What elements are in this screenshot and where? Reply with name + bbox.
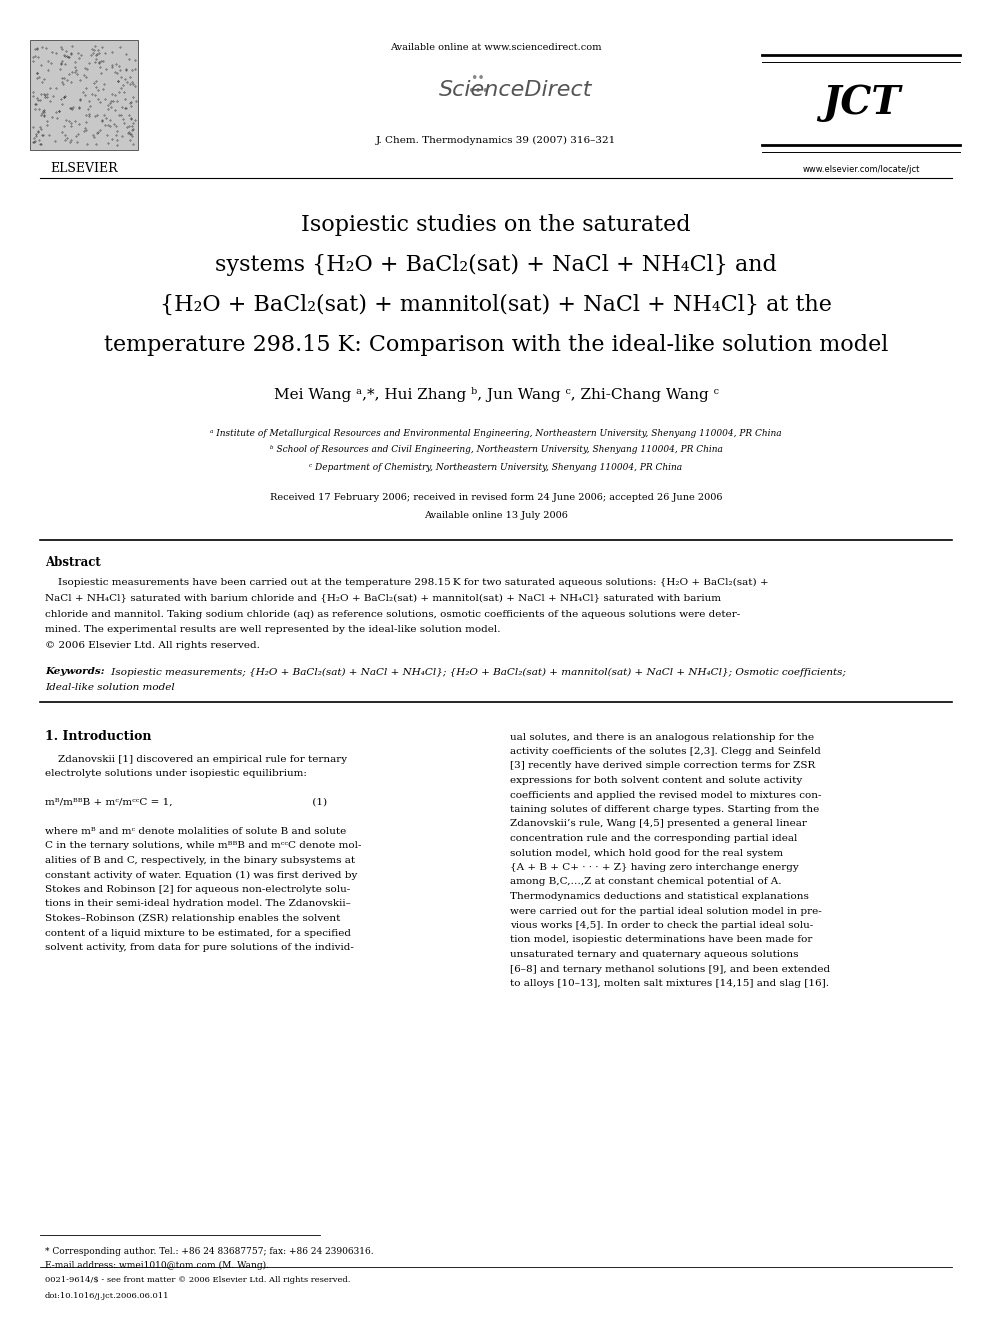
- Text: doi:10.1016/j.jct.2006.06.011: doi:10.1016/j.jct.2006.06.011: [45, 1293, 170, 1301]
- Text: Mei Wang ᵃ,*, Hui Zhang ᵇ, Jun Wang ᶜ, Zhi-Chang Wang ᶜ: Mei Wang ᵃ,*, Hui Zhang ᵇ, Jun Wang ᶜ, Z…: [274, 388, 718, 402]
- Text: www.elsevier.com/locate/jct: www.elsevier.com/locate/jct: [803, 165, 920, 175]
- Text: NaCl + NH₄Cl} saturated with barium chloride and {H₂O + BaCl₂(sat) + mannitol(sa: NaCl + NH₄Cl} saturated with barium chlo…: [45, 594, 721, 602]
- Text: Stokes and Robinson [2] for aqueous non-electrolyte solu-: Stokes and Robinson [2] for aqueous non-…: [45, 885, 350, 894]
- Text: solvent activity, from data for pure solutions of the individ-: solvent activity, from data for pure sol…: [45, 943, 354, 953]
- Text: concentration rule and the corresponding partial ideal: concentration rule and the corresponding…: [510, 833, 798, 843]
- Text: Abstract: Abstract: [45, 556, 101, 569]
- Text: tion model, isopiestic determinations have been made for: tion model, isopiestic determinations ha…: [510, 935, 812, 945]
- Text: C in the ternary solutions, while mᴮᴮB and mᶜᶜC denote mol-: C in the ternary solutions, while mᴮᴮB a…: [45, 841, 361, 851]
- Text: ual solutes, and there is an analogous relationship for the: ual solutes, and there is an analogous r…: [510, 733, 814, 741]
- Text: chloride and mannitol. Taking sodium chloride (aq) as reference solutions, osmot: chloride and mannitol. Taking sodium chl…: [45, 610, 740, 619]
- Text: Zdanovskii [1] discovered an empirical rule for ternary: Zdanovskii [1] discovered an empirical r…: [45, 754, 347, 763]
- Text: constant activity of water. Equation (1) was first derived by: constant activity of water. Equation (1)…: [45, 871, 357, 880]
- Text: ᵇ School of Resources and Civil Engineering, Northeastern University, Shenyang 1: ᵇ School of Resources and Civil Engineer…: [270, 446, 722, 455]
- Text: Received 17 February 2006; received in revised form 24 June 2006; accepted 26 Ju: Received 17 February 2006; received in r…: [270, 493, 722, 503]
- Text: mᴮ/mᴮᴮB + mᶜ/mᶜᶜC = 1,                                           (1): mᴮ/mᴮᴮB + mᶜ/mᶜᶜC = 1, (1): [45, 798, 327, 807]
- Text: Available online 13 July 2006: Available online 13 July 2006: [424, 512, 568, 520]
- Text: taining solutes of different charge types. Starting from the: taining solutes of different charge type…: [510, 804, 819, 814]
- Text: ELSEVIER: ELSEVIER: [51, 161, 118, 175]
- Text: Zdanovskii’s rule, Wang [4,5] presented a general linear: Zdanovskii’s rule, Wang [4,5] presented …: [510, 819, 806, 828]
- Text: were carried out for the partial ideal solution model in pre-: were carried out for the partial ideal s…: [510, 906, 821, 916]
- Text: Keywords:: Keywords:: [45, 668, 104, 676]
- Text: © 2006 Elsevier Ltd. All rights reserved.: © 2006 Elsevier Ltd. All rights reserved…: [45, 642, 260, 651]
- Text: 0021-9614/$ - see front matter © 2006 Elsevier Ltd. All rights reserved.: 0021-9614/$ - see front matter © 2006 El…: [45, 1275, 350, 1285]
- Text: ᵃ Institute of Metallurgical Resources and Environmental Engineering, Northeaste: ᵃ Institute of Metallurgical Resources a…: [210, 429, 782, 438]
- Text: * Corresponding author. Tel.: +86 24 83687757; fax: +86 24 23906316.: * Corresponding author. Tel.: +86 24 836…: [45, 1246, 374, 1256]
- Text: vious works [4,5]. In order to check the partial ideal solu-: vious works [4,5]. In order to check the…: [510, 921, 813, 930]
- Text: electrolyte solutions under isopiestic equilibrium:: electrolyte solutions under isopiestic e…: [45, 769, 307, 778]
- Text: to alloys [10–13], molten salt mixtures [14,15] and slag [16].: to alloys [10–13], molten salt mixtures …: [510, 979, 829, 988]
- Text: tions in their semi-ideal hydration model. The Zdanovskii–: tions in their semi-ideal hydration mode…: [45, 900, 351, 909]
- Text: Available online at www.sciencedirect.com: Available online at www.sciencedirect.co…: [390, 42, 602, 52]
- Text: J. Chem. Thermodynamics 39 (2007) 316–321: J. Chem. Thermodynamics 39 (2007) 316–32…: [376, 135, 616, 144]
- Text: Isopiestic measurements have been carried out at the temperature 298.15 K for tw: Isopiestic measurements have been carrie…: [45, 577, 769, 586]
- Text: content of a liquid mixture to be estimated, for a specified: content of a liquid mixture to be estima…: [45, 929, 351, 938]
- Text: Ideal-like solution model: Ideal-like solution model: [45, 684, 175, 692]
- Bar: [30, 40, 138, 149]
- Text: unsaturated ternary and quaternary aqueous solutions: unsaturated ternary and quaternary aqueo…: [510, 950, 799, 959]
- Text: among B,C,…,Z at constant chemical potential of A.: among B,C,…,Z at constant chemical poten…: [510, 877, 782, 886]
- Text: Isopiestic studies on the saturated: Isopiestic studies on the saturated: [302, 214, 690, 235]
- Text: systems {H₂O + BaCl₂(sat) + NaCl + NH₄Cl} and: systems {H₂O + BaCl₂(sat) + NaCl + NH₄Cl…: [215, 254, 777, 277]
- Text: [6–8] and ternary methanol solutions [9], and been extended: [6–8] and ternary methanol solutions [9]…: [510, 964, 830, 974]
- Text: ScienceDirect: ScienceDirect: [439, 79, 593, 101]
- Text: mined. The experimental results are well represented by the ideal-like solution : mined. The experimental results are well…: [45, 626, 501, 635]
- Text: Isopiestic measurements; {H₂O + BaCl₂(sat) + NaCl + NH₄Cl}; {H₂O + BaCl₂(sat) + : Isopiestic measurements; {H₂O + BaCl₂(sa…: [108, 667, 846, 676]
- Text: solution model, which hold good for the real system: solution model, which hold good for the …: [510, 848, 783, 857]
- Text: E-mail address: wmei1010@tom.com (M. Wang).: E-mail address: wmei1010@tom.com (M. Wan…: [45, 1261, 269, 1270]
- Text: alities of B and C, respectively, in the binary subsystems at: alities of B and C, respectively, in the…: [45, 856, 355, 865]
- Text: ••
•••: •• •••: [467, 71, 489, 98]
- Text: where mᴮ and mᶜ denote molalities of solute B and solute: where mᴮ and mᶜ denote molalities of sol…: [45, 827, 346, 836]
- Text: Stokes–Robinson (ZSR) relationship enables the solvent: Stokes–Robinson (ZSR) relationship enabl…: [45, 914, 340, 923]
- Text: 1. Introduction: 1. Introduction: [45, 730, 152, 744]
- Text: {A + B + C+ · · · + Z} having zero interchange energy: {A + B + C+ · · · + Z} having zero inter…: [510, 863, 799, 872]
- Text: expressions for both solvent content and solute activity: expressions for both solvent content and…: [510, 777, 803, 785]
- Text: ᶜ Department of Chemistry, Northeastern University, Shenyang 110004, PR China: ᶜ Department of Chemistry, Northeastern …: [310, 463, 682, 471]
- Text: temperature 298.15 K: Comparison with the ideal-like solution model: temperature 298.15 K: Comparison with th…: [104, 333, 888, 356]
- Text: activity coefficients of the solutes [2,3]. Clegg and Seinfeld: activity coefficients of the solutes [2,…: [510, 747, 820, 755]
- Text: Thermodynamics deductions and statistical explanations: Thermodynamics deductions and statistica…: [510, 892, 808, 901]
- Text: [3] recently have derived simple correction terms for ZSR: [3] recently have derived simple correct…: [510, 762, 815, 770]
- Text: JCT: JCT: [822, 83, 900, 122]
- Text: coefficients and applied the revised model to mixtures con-: coefficients and applied the revised mod…: [510, 791, 821, 799]
- Text: {H₂O + BaCl₂(sat) + mannitol(sat) + NaCl + NH₄Cl} at the: {H₂O + BaCl₂(sat) + mannitol(sat) + NaCl…: [160, 294, 832, 316]
